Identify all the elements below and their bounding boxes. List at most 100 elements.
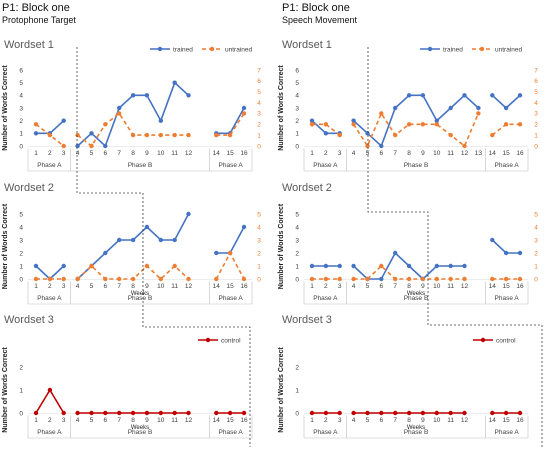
data-point-trained [462,93,467,98]
data-point-control [47,387,53,393]
data-point-trained [241,105,247,111]
phase-label: Phase A [219,162,244,169]
x-tick-label: 8 [131,417,135,424]
y-tick-label: 2 [295,118,299,125]
x-tick-label: 10 [433,283,441,290]
x-tick-label: 8 [407,283,411,290]
data-point-control [365,410,370,416]
data-point-untrained [351,276,356,282]
data-point-untrained [323,122,329,127]
data-point-trained [103,250,108,256]
data-point-trained [61,118,66,123]
x-tick-label: 2 [48,283,52,290]
y-tick-label: 1 [295,387,299,394]
data-point-untrained [47,132,53,138]
data-point-trained [490,93,495,98]
phase-label: Phase B [404,429,429,436]
phase-label: Phase A [313,429,338,436]
data-point-untrained [309,122,315,127]
x-tick-label: 16 [240,417,248,424]
data-point-trained [130,93,136,98]
data-point-untrained [117,276,122,282]
data-point-control [158,410,163,416]
x-tick-label: 16 [516,150,524,157]
x-tick-label: 8 [131,283,135,290]
data-point-control [309,410,315,416]
x-tick-label: 11 [447,150,454,157]
x-tick-label: 7 [117,283,121,290]
right-y-tick-label: 0 [257,143,261,150]
data-point-control [61,410,66,416]
data-point-control [33,410,39,416]
y-tick-label: 1 [295,263,299,270]
data-point-trained [323,131,329,136]
x-tick-label: 14 [489,417,497,424]
y-tick-label: 1 [19,387,23,394]
data-point-untrained [103,122,108,127]
data-point-trained [503,250,509,256]
data-point-untrained [503,276,509,282]
legend-marker-trained [157,46,163,52]
data-point-untrained [462,276,467,282]
x-tick-label: 14 [489,150,497,157]
data-point-untrained [33,122,39,127]
x-tick-label: 7 [117,417,121,424]
x-tick-label: 7 [117,150,121,157]
data-point-trained [117,237,122,243]
data-point-control [117,410,122,416]
data-point-trained [365,131,370,136]
x-tick-label: 2 [48,150,52,157]
x-axis-label: Weeks [131,425,149,431]
panel-title: Wordset 3 [282,314,332,326]
right-y-tick-label: 0 [257,276,261,283]
legend-marker-control [205,337,211,343]
data-point-untrained [323,276,329,282]
phase-axis-frame [27,148,253,172]
x-tick-label: 9 [421,150,425,157]
x-tick-label: 1 [310,417,314,424]
y-tick-label: 3 [19,105,23,112]
right-y-tick-label: 7 [257,67,261,74]
data-point-trained [490,237,495,243]
phase-label: Phase A [313,295,338,302]
data-point-trained [337,263,342,269]
data-point-control [323,410,329,416]
data-point-trained [393,250,398,256]
x-tick-label: 11 [171,417,178,424]
series-line-trained [353,94,479,148]
data-point-untrained [420,276,426,282]
phase-axis-frame [27,415,253,439]
data-point-untrained [172,132,177,138]
data-point-untrained [448,132,453,138]
data-point-untrained [47,276,53,282]
panel-title: Wordset 3 [4,314,54,326]
x-tick-label: 6 [380,283,384,290]
legend-label-untrained: untrained [225,46,252,53]
x-tick-label: 3 [338,417,342,424]
phase-label: Phase A [37,429,62,436]
right-y-tick-label: 2 [257,250,261,257]
right-y-tick-label: 5 [534,211,538,218]
phase-label: Phase B [404,162,429,169]
x-tick-label: 2 [324,150,328,157]
data-point-trained [448,105,453,111]
data-point-control [89,410,94,416]
data-point-trained [393,105,398,111]
right-y-tick-label: 1 [257,263,261,270]
phase-label: Phase A [495,162,520,169]
y-tick-label: 2 [19,250,23,257]
data-point-trained [448,263,453,269]
data-point-control [337,410,342,416]
legend-marker-control [480,337,486,343]
data-point-control [144,410,150,416]
x-tick-label: 4 [76,417,80,424]
data-point-untrained [517,276,523,282]
panel-title: Wordset 2 [282,182,332,194]
y-tick-label: 1 [19,263,23,270]
x-axis-label: Weeks [131,291,149,297]
data-point-untrained [227,250,233,256]
data-point-trained [103,143,108,149]
data-point-untrained [393,276,398,282]
panel-title: Wordset 1 [4,39,54,51]
x-tick-label: 5 [366,150,370,157]
